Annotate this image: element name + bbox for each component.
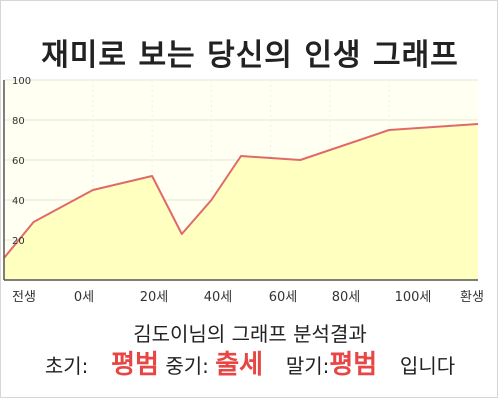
- x-tick-label-0: 전생: [12, 290, 36, 305]
- x-tick-label-2: 20세: [140, 290, 169, 305]
- x-tick-label-5: 80세: [332, 290, 361, 305]
- y-tick-label-60: 60: [12, 156, 25, 167]
- late-value: 평범: [329, 350, 378, 380]
- early-label: 초기:: [44, 354, 89, 378]
- analysis-summary: 김도이님의 그래프 분석결과: [133, 322, 367, 346]
- life-area: [4, 124, 478, 280]
- mid-value: 출세: [215, 350, 264, 380]
- x-tick-label-6: 100세: [395, 290, 432, 305]
- y-tick-labels: 20 40 60 80 100: [12, 76, 31, 247]
- y-tick-label-20: 20: [12, 236, 25, 247]
- axes: [3, 80, 478, 281]
- mid-label: 중기:: [165, 354, 209, 378]
- y-tick-label-100: 100: [12, 76, 31, 87]
- x-tick-label-4: 60세: [269, 290, 298, 305]
- x-tick-labels: 전생 0세 20세 40세 60세 80세 100세 환생: [12, 290, 484, 305]
- page-title: 재미로 보는 당신의 인생 그래프: [41, 38, 459, 73]
- result-line: 초기: 평범 중기: 출세 말기:평범 입니다: [0, 344, 500, 381]
- result-suffix: 입니다: [399, 354, 456, 378]
- late-label: 말기:: [285, 354, 330, 378]
- x-tick-label-1: 0세: [74, 290, 94, 305]
- early-value: 평범: [111, 350, 159, 380]
- y-tick-label-40: 40: [12, 196, 25, 207]
- life-line: [3, 123, 479, 259]
- x-tick-label-3: 40세: [204, 290, 233, 305]
- x-tick-label-7: 환생: [460, 290, 484, 305]
- y-tick-label-80: 80: [12, 116, 25, 127]
